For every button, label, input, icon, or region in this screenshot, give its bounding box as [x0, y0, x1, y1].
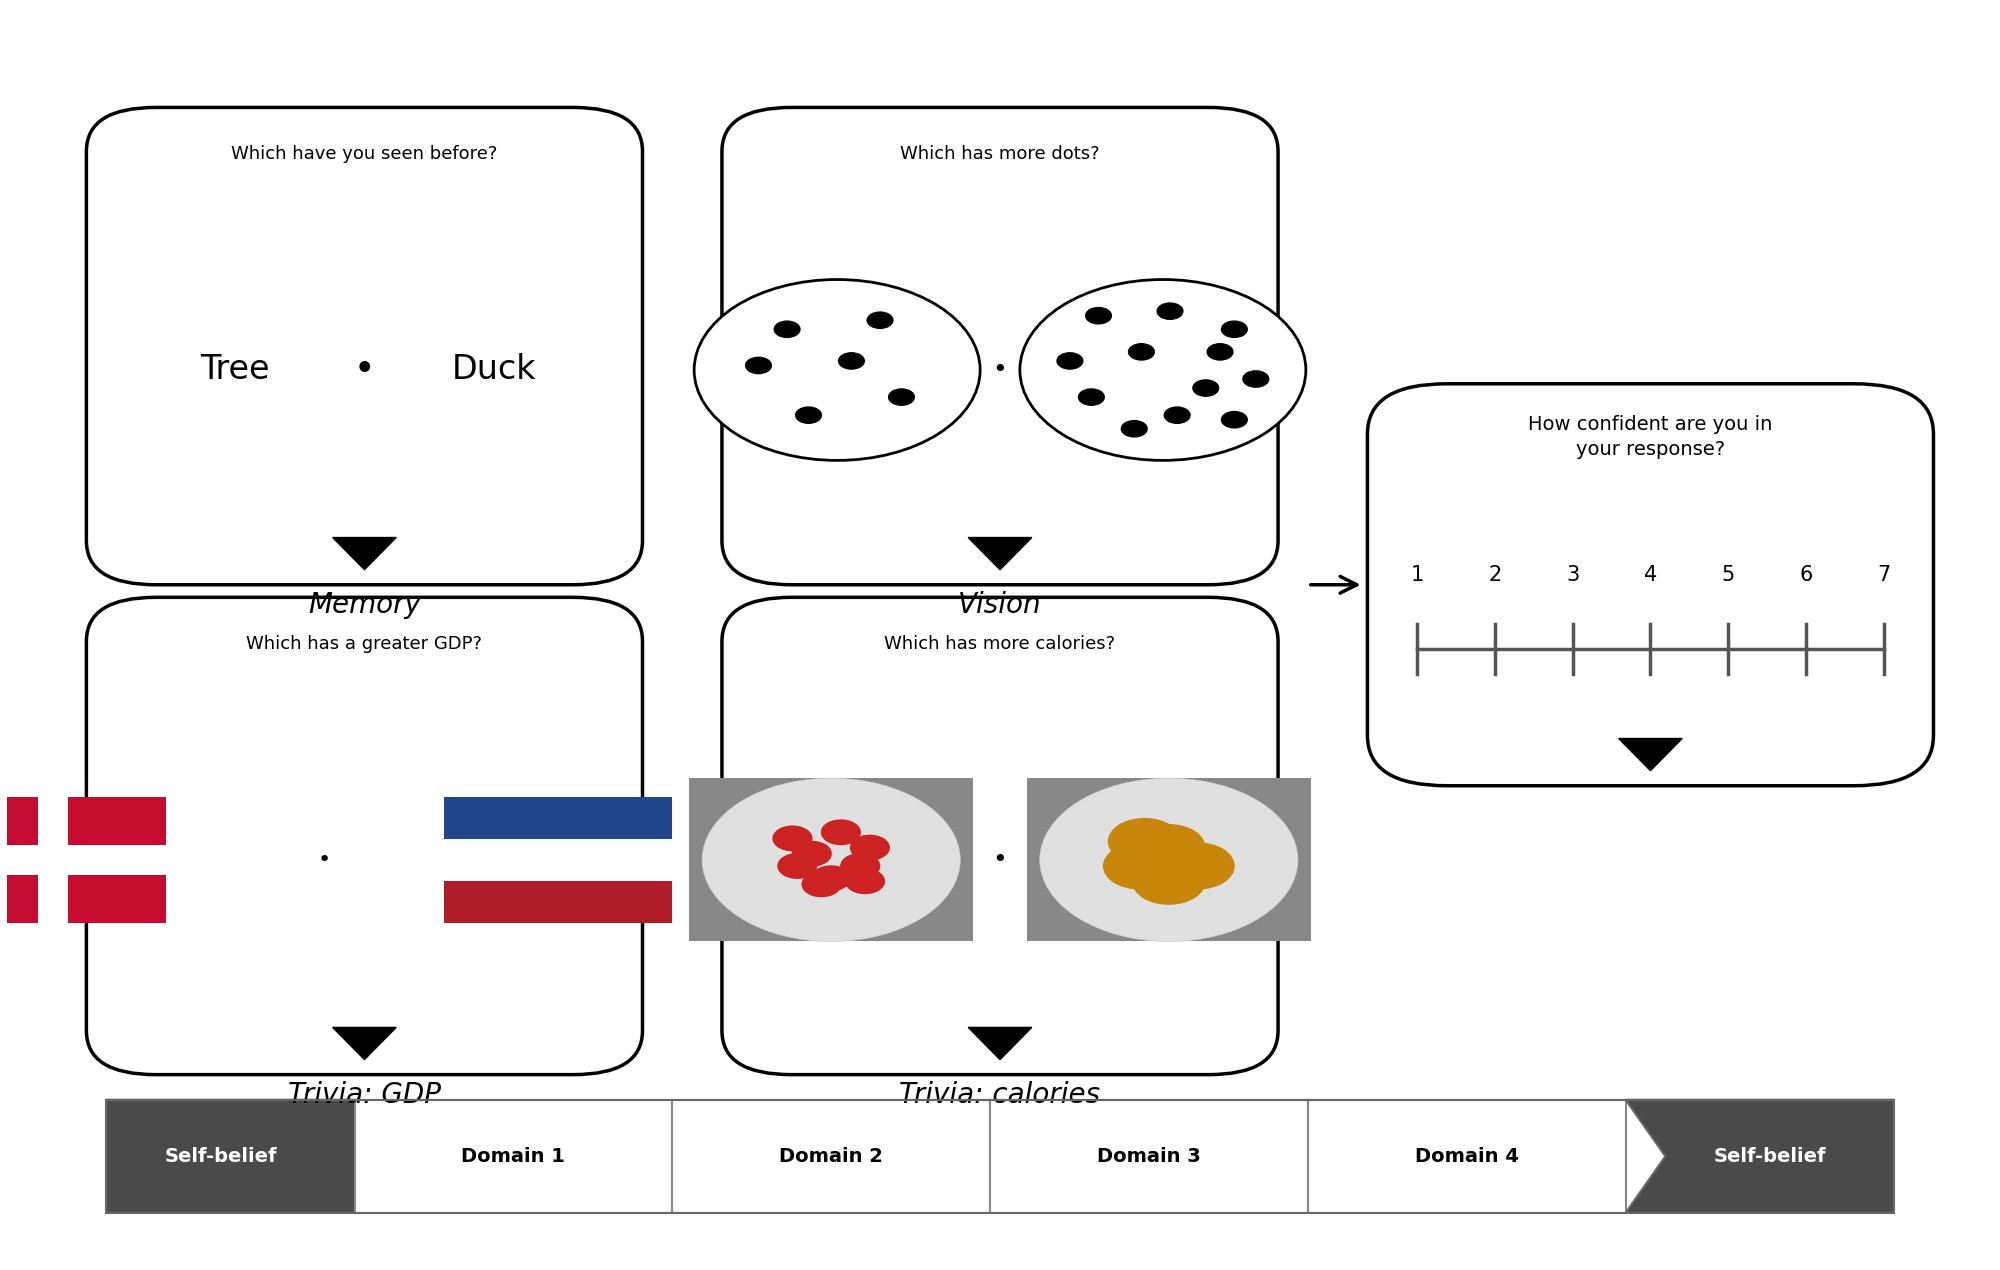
FancyBboxPatch shape — [722, 108, 1278, 584]
Text: Which has a greater GDP?: Which has a greater GDP? — [246, 635, 482, 653]
Circle shape — [1122, 420, 1148, 437]
Bar — [0, 798, 166, 922]
Circle shape — [1040, 779, 1298, 941]
Polygon shape — [990, 1100, 1308, 1213]
Circle shape — [1128, 344, 1154, 359]
Bar — [0, 845, 166, 875]
Text: •: • — [318, 850, 332, 870]
Text: Domain 4: Domain 4 — [1414, 1147, 1518, 1166]
FancyBboxPatch shape — [86, 108, 642, 584]
Text: Tree: Tree — [200, 353, 270, 386]
Circle shape — [796, 408, 822, 423]
Circle shape — [792, 842, 832, 866]
Text: 6: 6 — [1800, 565, 1812, 584]
Circle shape — [1132, 859, 1204, 904]
Text: Which has more calories?: Which has more calories? — [884, 635, 1116, 653]
Circle shape — [1222, 321, 1248, 338]
Bar — [690, 779, 974, 941]
Circle shape — [1164, 408, 1190, 423]
Bar — [1026, 779, 1310, 941]
Circle shape — [1192, 380, 1218, 396]
Polygon shape — [354, 1100, 672, 1213]
Circle shape — [774, 827, 812, 851]
Circle shape — [802, 872, 840, 897]
Circle shape — [774, 321, 800, 338]
Bar — [38, 798, 68, 922]
Circle shape — [1086, 307, 1112, 324]
Text: How confident are you in
your response?: How confident are you in your response? — [1528, 415, 1772, 460]
Text: Duck: Duck — [452, 353, 536, 386]
Text: Which have you seen before?: Which have you seen before? — [232, 145, 498, 163]
Polygon shape — [968, 537, 1032, 570]
Text: Domain 3: Domain 3 — [1098, 1147, 1200, 1166]
Circle shape — [838, 353, 864, 370]
FancyBboxPatch shape — [1368, 384, 1934, 786]
FancyBboxPatch shape — [86, 597, 642, 1074]
Bar — [444, 798, 672, 839]
Polygon shape — [1618, 738, 1682, 771]
Circle shape — [840, 853, 880, 879]
Circle shape — [778, 853, 816, 879]
Circle shape — [1108, 819, 1180, 865]
Text: •: • — [992, 358, 1008, 382]
Bar — [444, 881, 672, 922]
Text: •: • — [992, 848, 1008, 871]
Polygon shape — [1626, 1100, 1894, 1213]
Text: Trivia: calories: Trivia: calories — [900, 1081, 1100, 1109]
Text: Which has more dots?: Which has more dots? — [900, 145, 1100, 163]
Text: Self-belief: Self-belief — [1714, 1147, 1826, 1166]
Text: 5: 5 — [1722, 565, 1734, 584]
Text: 7: 7 — [1878, 565, 1890, 584]
Circle shape — [1222, 411, 1248, 428]
Text: 3: 3 — [1566, 565, 1580, 584]
Circle shape — [1158, 304, 1182, 319]
Text: 1: 1 — [1410, 565, 1424, 584]
Circle shape — [812, 866, 850, 890]
Text: 2: 2 — [1488, 565, 1502, 584]
Polygon shape — [332, 1027, 396, 1059]
Circle shape — [1132, 824, 1204, 870]
Circle shape — [1208, 344, 1232, 359]
Circle shape — [702, 779, 960, 941]
Bar — [444, 839, 672, 881]
Circle shape — [694, 279, 980, 461]
Text: 4: 4 — [1644, 565, 1658, 584]
Text: Domain 1: Domain 1 — [462, 1147, 566, 1166]
Text: Memory: Memory — [308, 591, 420, 618]
Text: Vision: Vision — [958, 591, 1042, 618]
FancyBboxPatch shape — [722, 597, 1278, 1074]
Circle shape — [888, 389, 914, 405]
Text: •: • — [354, 356, 374, 385]
Polygon shape — [332, 537, 396, 570]
Circle shape — [1078, 389, 1104, 405]
Circle shape — [822, 820, 860, 845]
Polygon shape — [1308, 1100, 1626, 1213]
Text: Trivia: GDP: Trivia: GDP — [288, 1081, 440, 1109]
Bar — [106, 1100, 1894, 1213]
Polygon shape — [672, 1100, 990, 1213]
Circle shape — [1058, 353, 1082, 370]
Circle shape — [850, 836, 890, 860]
Circle shape — [1104, 843, 1176, 889]
Circle shape — [846, 869, 884, 894]
Circle shape — [746, 357, 772, 373]
Text: Domain 2: Domain 2 — [780, 1147, 884, 1166]
Circle shape — [1020, 279, 1306, 461]
Polygon shape — [968, 1027, 1032, 1059]
Circle shape — [868, 312, 892, 329]
Circle shape — [1162, 843, 1234, 889]
Text: Self-belief: Self-belief — [164, 1147, 276, 1166]
Polygon shape — [106, 1100, 394, 1213]
Circle shape — [1242, 371, 1268, 387]
